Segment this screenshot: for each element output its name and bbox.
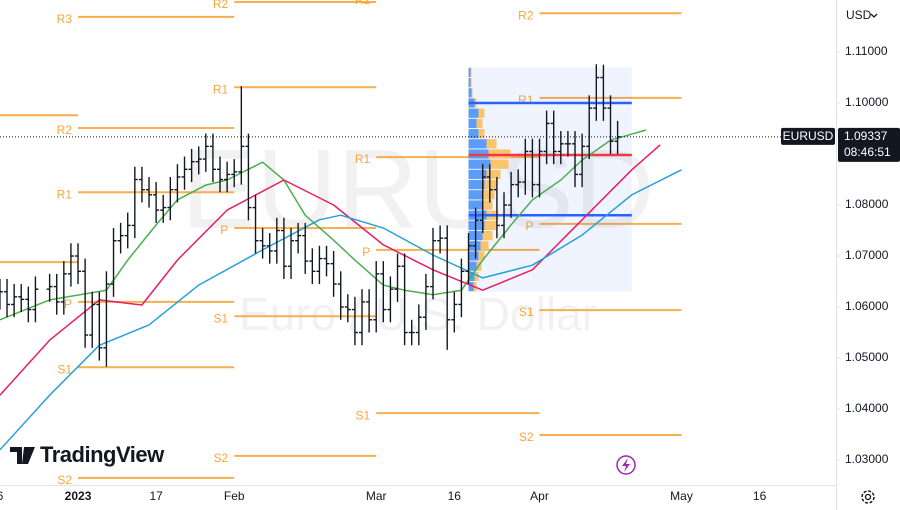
pivot-label: S2 <box>57 473 72 487</box>
profile-down <box>468 108 479 118</box>
profile-down <box>468 129 479 139</box>
pivot-label: R1 <box>355 152 371 166</box>
x-tick-label: May <box>670 489 693 503</box>
pivot-label: P <box>362 245 370 259</box>
gear-center[interactable] <box>864 493 872 501</box>
pivot-label: R1 <box>57 187 73 201</box>
y-tick-label: 1.07000 <box>845 248 889 262</box>
y-tick-label: 1.11000 <box>845 44 888 58</box>
profile-down <box>468 180 485 190</box>
profile-down <box>468 88 472 98</box>
x-tick-label: 2023 <box>65 489 92 503</box>
profile-range <box>468 67 632 292</box>
profile-up <box>480 241 489 251</box>
price-tag-text: 1.09337 <box>844 129 888 143</box>
profile-down <box>468 67 471 78</box>
x-tick-label: Feb <box>224 489 245 503</box>
x-tick-label: 16 <box>753 489 767 503</box>
profile-down <box>468 159 491 169</box>
profile-up <box>486 139 497 149</box>
indicator-line <box>0 144 661 396</box>
profile-down <box>468 282 474 292</box>
profile-down <box>468 251 479 261</box>
lightning-icon[interactable] <box>622 458 630 472</box>
profile-up <box>482 190 495 200</box>
y-tick-label: 1.04000 <box>845 401 889 415</box>
price-tag <box>838 127 900 162</box>
logo-mark <box>10 447 35 464</box>
y-tick-label: 1.06000 <box>845 299 889 313</box>
profile-down <box>468 220 485 231</box>
plot-area: R3R2R1PS1S2R2R1PS1S2R2R1PS1R2R1PS1S2 <box>0 0 836 487</box>
pivot-label: S1 <box>519 305 534 319</box>
pivot-label: R2 <box>57 123 73 137</box>
x-tick-label: 6 <box>0 489 4 503</box>
y-tick-label: 1.05000 <box>845 350 889 364</box>
pivot-label: R2 <box>355 0 371 7</box>
pivot-label: P <box>64 297 72 311</box>
currency[interactable]: USD <box>846 8 872 22</box>
pivot-label: R3 <box>57 12 73 26</box>
profile-down <box>468 200 483 210</box>
profile-up <box>474 271 479 282</box>
x-tick-label: Mar <box>366 489 387 503</box>
axes: 6 2023 17 Feb Mar 16 Apr May 16 1.03000 1.04000 1.0… <box>0 44 889 503</box>
profile-up <box>478 108 485 118</box>
profile-up <box>470 67 472 78</box>
profile-down <box>468 261 477 271</box>
profile-up <box>470 78 472 88</box>
watermark-description: Euro / U.S. Dollar <box>239 288 597 340</box>
logo: TradingView <box>10 442 166 467</box>
profile-down <box>468 118 477 129</box>
profile-down <box>468 190 483 200</box>
indicator-line <box>0 169 682 451</box>
countdown-text: 08:46:51 <box>844 145 891 159</box>
x-tick-label: Apr <box>530 489 549 503</box>
y-tick-label: 1.10000 <box>845 95 889 109</box>
logo-text: TradingView <box>40 442 165 467</box>
lightning-button[interactable] <box>616 455 636 475</box>
indicator-line <box>0 129 647 321</box>
y-tick-label: 1.08000 <box>845 197 889 211</box>
pivot-label: S1 <box>356 408 371 422</box>
profile-up <box>490 159 509 169</box>
profile-up <box>478 129 485 139</box>
symbol-tag-text: EURUSD <box>783 129 834 143</box>
chevron[interactable] <box>870 13 878 18</box>
profile-up <box>484 180 497 190</box>
currency-selector[interactable]: USD <box>846 8 878 22</box>
gear-teeth[interactable] <box>861 490 875 504</box>
profile-up <box>476 118 483 129</box>
pivot-label: P <box>220 223 228 237</box>
profile-up <box>486 169 501 180</box>
pivot-label: R2 <box>518 8 534 22</box>
profile-up <box>471 88 473 98</box>
profile-up <box>478 251 485 261</box>
lightning-ring[interactable] <box>616 455 636 475</box>
settings-button[interactable] <box>861 490 875 504</box>
pivot-label: S2 <box>519 430 534 444</box>
pivot-label: R1 <box>213 82 229 96</box>
symbol-tag <box>781 127 835 145</box>
profile-down <box>468 139 487 149</box>
profile-up <box>482 200 493 210</box>
profile-up <box>484 220 497 231</box>
pivot-label: P <box>525 219 533 233</box>
pivot-label: S1 <box>57 362 72 376</box>
pivot-label: R2 <box>213 0 229 11</box>
pivot-label: S1 <box>214 311 229 325</box>
profile-down <box>468 169 487 180</box>
x-tick-label: 16 <box>448 489 462 503</box>
pivot-label: S2 <box>214 451 229 465</box>
profile-down <box>468 78 471 88</box>
x-tick-label: 17 <box>149 489 163 503</box>
profile-up <box>482 231 493 241</box>
y-tick-label: 1.03000 <box>845 452 889 466</box>
